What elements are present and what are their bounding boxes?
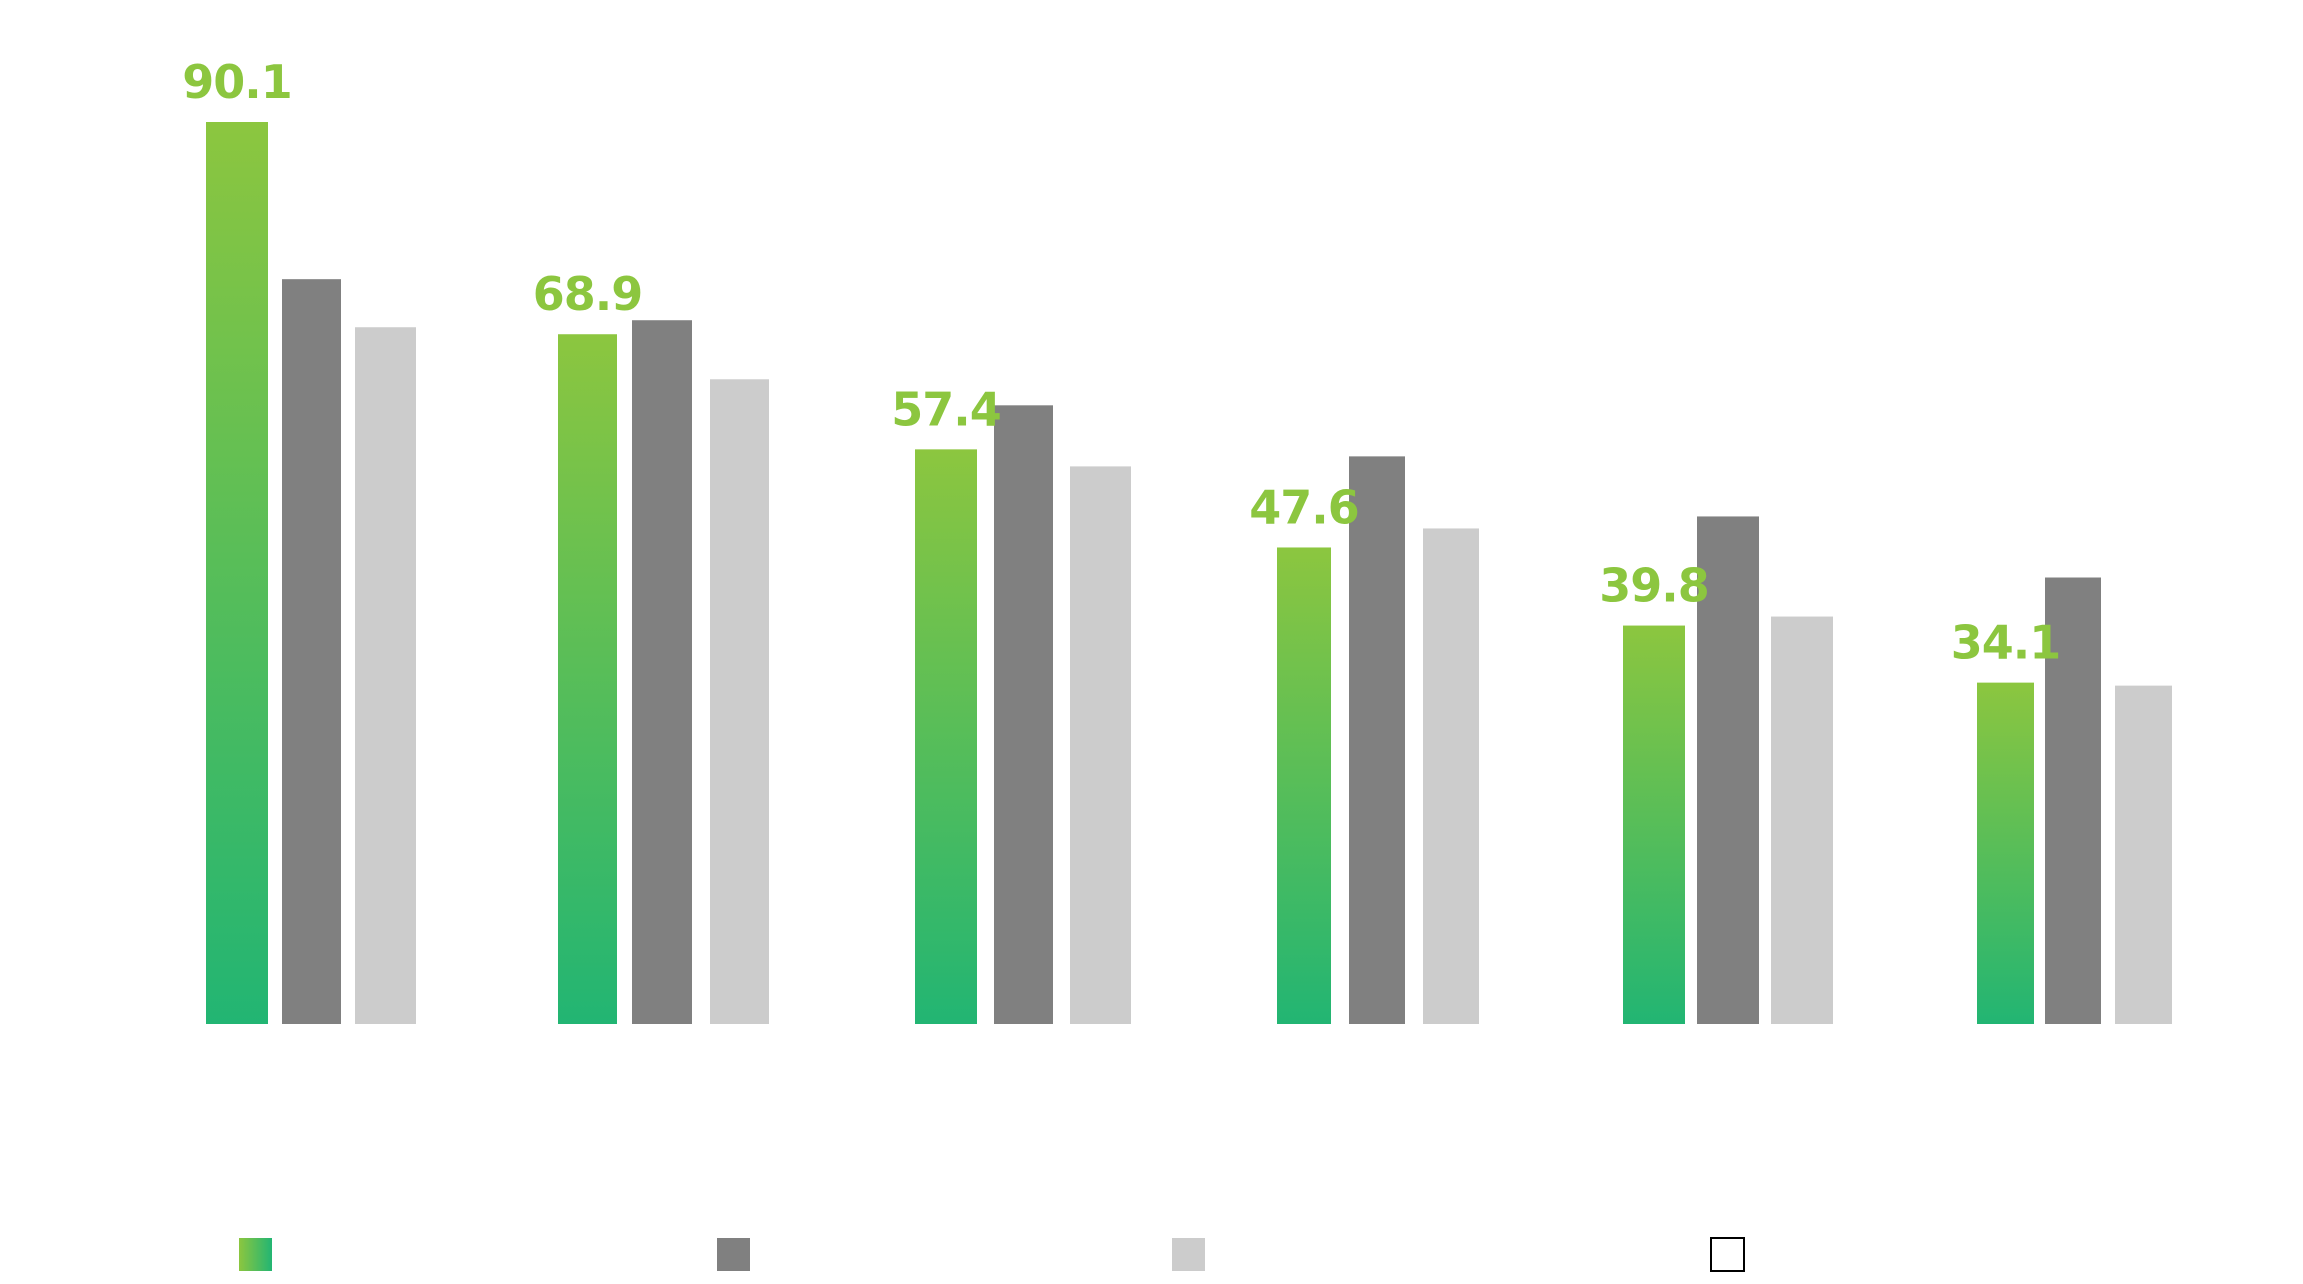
- bar-series-2-group-6: [2045, 577, 2101, 1024]
- bar-series-2-group-3: [994, 405, 1053, 1024]
- bar-series-3-group-5: [1771, 616, 1833, 1024]
- data-label-group-1: 90.1: [182, 55, 292, 109]
- bar-series-3-group-3: [1070, 466, 1131, 1024]
- bar-series-3-group-1: [355, 327, 416, 1024]
- data-label-group-2: 68.9: [533, 267, 643, 321]
- bar-series-1-group-1: [206, 122, 268, 1024]
- legend-swatch-3: [1172, 1238, 1205, 1271]
- bar-series-1-group-6: [1977, 682, 2034, 1024]
- bar-series-2-group-4: [1349, 456, 1405, 1024]
- bar-series-1-group-2: [558, 334, 617, 1024]
- legend-swatch-2: [717, 1238, 750, 1271]
- data-label-group-4: 47.6: [1249, 480, 1359, 534]
- bar-series-3-group-4: [1423, 528, 1479, 1024]
- bar-series-2-group-5: [1697, 516, 1759, 1024]
- data-labels-group: 90.1 68.9 57.4 47.6 39.8 34.1: [182, 55, 2061, 670]
- legend: [239, 1237, 1745, 1272]
- bar-series-1-group-5: [1623, 625, 1685, 1024]
- bar-series-3-group-2: [710, 379, 769, 1024]
- legend-swatch-4: [1710, 1237, 1745, 1272]
- data-label-group-3: 57.4: [891, 382, 1001, 436]
- bar-series-2-group-1: [282, 279, 341, 1024]
- legend-swatch-1: [239, 1238, 272, 1271]
- data-label-group-6: 34.1: [1951, 616, 2061, 670]
- bar-series-1-group-4: [1277, 547, 1331, 1024]
- bar-series-1-group-3: [915, 449, 977, 1024]
- bars-group: [206, 122, 2172, 1025]
- bar-series-2-group-2: [632, 320, 692, 1025]
- bar-series-3-group-6: [2115, 685, 2172, 1024]
- data-label-group-5: 39.8: [1599, 559, 1709, 613]
